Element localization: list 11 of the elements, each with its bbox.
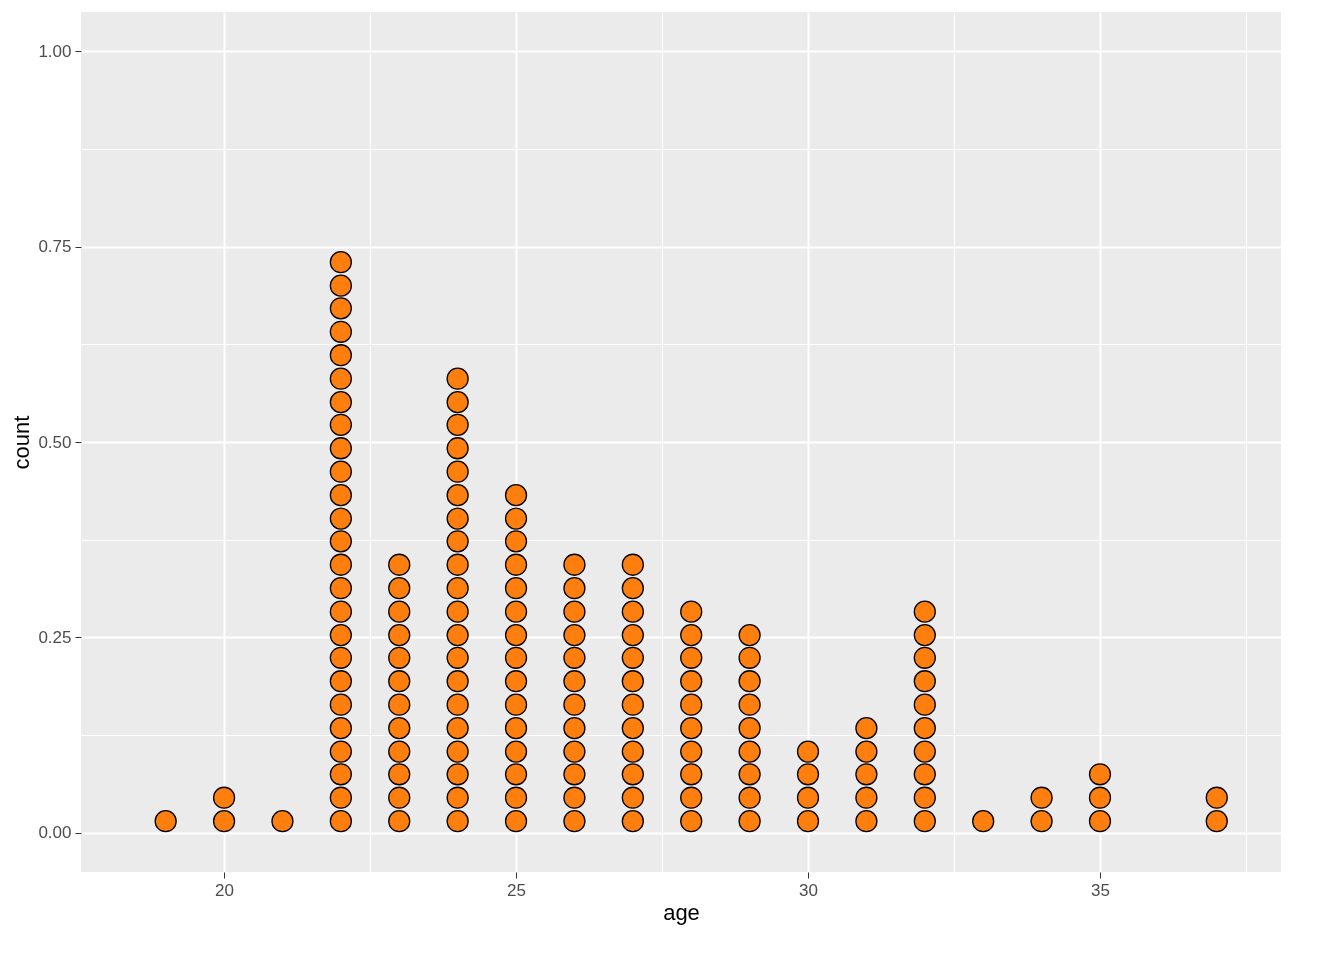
x-axis-title: age	[663, 899, 700, 925]
x-tick-label: 30	[799, 880, 818, 900]
x-tick-label: 35	[1091, 880, 1110, 900]
x-tick-label: 20	[215, 880, 235, 900]
y-axis-title: count	[9, 415, 35, 470]
y-tick-label: 1.00	[38, 41, 72, 61]
y-tick-label: 0.75	[38, 237, 72, 257]
x-tick-label: 25	[507, 880, 526, 900]
y-tick-label: 0.00	[38, 823, 72, 843]
y-tick-label: 0.25	[38, 627, 72, 647]
y-tick-label: 0.50	[38, 432, 72, 452]
